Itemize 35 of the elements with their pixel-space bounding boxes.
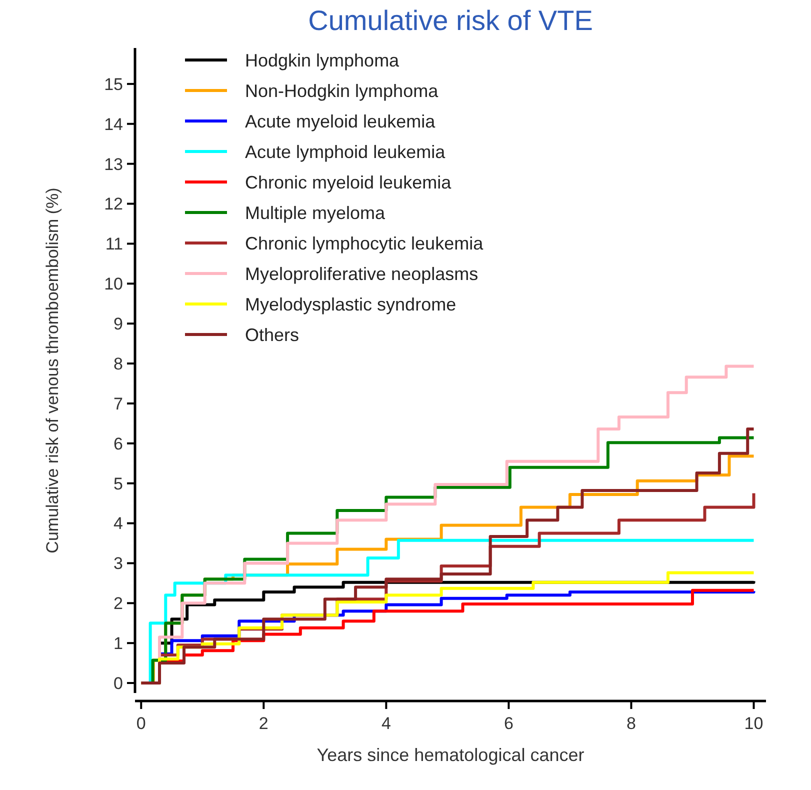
y-tick-label: 8 [114,354,123,374]
legend-label: Chronic lymphocytic leukemia [245,233,484,254]
x-tick-label: 4 [381,714,391,733]
y-tick-label: 1 [114,634,123,654]
x-tick-label: 10 [744,714,764,733]
y-tick-label: 4 [114,514,123,534]
chart-title: Cumulative risk of VTE [308,5,593,36]
y-tick-label: 0 [114,674,123,693]
legend-label: Others [245,324,300,345]
y-tick-label: 5 [114,474,123,494]
y-tick-label: 15 [104,74,123,94]
legend-label: Non-Hodgkin lymphoma [245,80,440,101]
y-tick-label: 11 [105,234,123,254]
legend-label: Acute myeloid leukemia [245,111,436,132]
y-tick-label: 2 [114,594,123,614]
legend-label: Multiple myeloma [245,202,386,223]
legend-label: Myelodysplastic syndrome [245,294,456,314]
x-tick-label: 2 [258,714,268,733]
x-tick-label: 8 [626,714,636,733]
y-tick-label: 13 [104,154,123,174]
y-tick-label: 3 [114,554,123,574]
y-tick-label: 9 [114,314,123,334]
legend-label: Myeloproliferative neoplasms [245,264,478,284]
y-axis-title: Cumulative risk of venous thromboembolism (%) [43,188,62,554]
y-tick-label: 10 [104,274,123,294]
x-tick-label: 6 [504,714,514,733]
legend-label: Hodgkin lymphoma [245,50,400,70]
legend-label: Acute lymphoid leukemia [245,142,446,162]
y-tick-label: 7 [114,394,123,414]
x-tick-label: 0 [136,714,146,733]
legend-label: Chronic myeloid leukemia [245,172,452,192]
y-tick-label: 14 [104,114,123,134]
x-axis-title: Years since hematological cancer [316,745,584,765]
y-tick-label: 12 [104,194,123,214]
y-tick-label: 6 [114,434,123,454]
